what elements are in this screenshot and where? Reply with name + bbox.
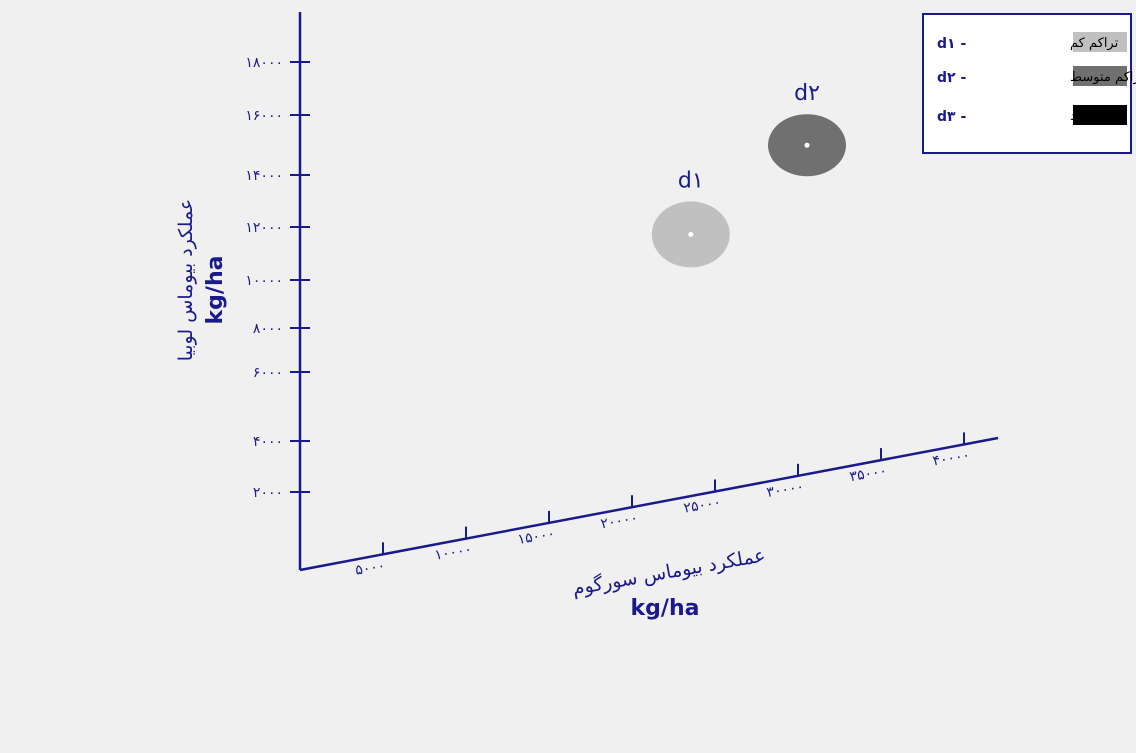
legend-code: d۲ - [937,70,966,86]
data-point-label: d۱ [678,168,704,193]
data-point-center [688,231,694,237]
legend: تراکم کم d۱ - تراکم متوسط d۲ - تراکم زیاد d۳ … [922,13,1136,154]
legend-label: تراکم زیاد [1070,109,1123,124]
data-point-center [804,142,810,148]
x-tick-label: ۳۵۰۰۰ [848,463,888,485]
points: d۱d۲d۳ [651,81,846,268]
y-ticks: ۲۰۰۰ ۴۰۰۰ ۶۰۰۰ ۸۰۰۰ ۱۰۰۰۰ ۱۲۰۰۰ ۱۴۰۰۰ ۱۶۰۰۰ ۱۸۰۰… [245,55,310,501]
x-axis-title: عملکرد بیوماس سورگوم [571,543,768,600]
legend-swatch [1073,66,1127,86]
legend-label: تراکم متوسط [1070,70,1136,85]
legend-label: تراکم کم [1070,36,1119,51]
legend-swatch [1073,105,1127,125]
y-axis-unit: kg/ha [203,256,228,325]
x-tick-label: ۱۵۰۰۰ [516,526,556,548]
x-axis-line [299,436,999,572]
y-tick-label: ۶۰۰۰ [253,365,283,381]
legend-code: d۱ - [937,36,966,52]
x-tick-label: ۲۰۰۰۰ [599,510,639,532]
x-ticks: ۵۰۰۰ ۱۰۰۰۰ ۱۵۰۰۰ ۲۰۰۰۰ ۲۵۰۰۰ ۳۰۰۰۰ ۳۵۰۰۰ ۴۰۰۰۰ [354,432,971,579]
y-tick-label: ۱۶۰۰۰ [245,108,283,124]
legend-swatch [1073,32,1127,52]
data-point-label: d۲ [794,81,820,106]
x-tick-label: ۱۰۰۰۰ [433,542,473,564]
x-tick-label: ۵۰۰۰ [354,558,386,579]
y-axis-title: عملکرد بیوماس لوبیا [175,199,197,362]
y-tick-label: ۱۰۰۰۰ [245,273,283,289]
x-tick-label: ۲۵۰۰۰ [682,494,722,516]
legend-code: d۳ - [937,109,966,125]
y-tick-label: ۱۲۰۰۰ [245,220,283,236]
y-tick-label: ۱۸۰۰۰ [245,55,283,71]
y-tick-label: ۸۰۰۰ [253,321,283,337]
x-tick-label: ۴۰۰۰۰ [931,447,971,469]
y-tick-label: ۱۴۰۰۰ [245,168,283,184]
y-tick-label: ۴۰۰۰ [253,434,283,450]
y-tick-label: ۲۰۰۰ [253,485,283,501]
x-tick-label: ۳۰۰۰۰ [765,479,805,501]
x-axis-unit: kg/ha [631,596,700,621]
